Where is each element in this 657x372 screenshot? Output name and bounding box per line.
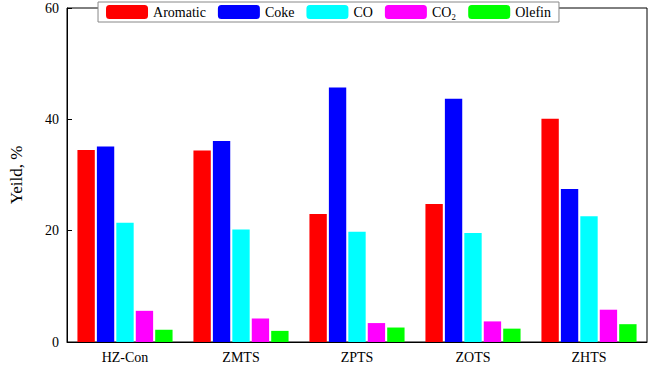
svg-text:CO₂: CO₂ <box>432 5 456 20</box>
svg-text:40: 40 <box>45 112 59 127</box>
svg-text:ZPTS: ZPTS <box>341 350 374 365</box>
svg-text:Aromatic: Aromatic <box>153 5 206 20</box>
svg-text:CO: CO <box>353 5 372 20</box>
svg-text:ZMTS: ZMTS <box>222 350 259 365</box>
svg-text:Coke: Coke <box>265 5 295 20</box>
svg-text:0: 0 <box>52 335 59 350</box>
svg-text:20: 20 <box>45 223 59 238</box>
svg-text:ZHTS: ZHTS <box>572 350 607 365</box>
svg-text:Olefin: Olefin <box>515 5 551 20</box>
svg-text:60: 60 <box>45 1 59 16</box>
svg-text:Yeild, %: Yeild, % <box>7 146 26 205</box>
svg-text:ZOTS: ZOTS <box>456 350 491 365</box>
svg-text:HZ-Con: HZ-Con <box>102 350 149 365</box>
